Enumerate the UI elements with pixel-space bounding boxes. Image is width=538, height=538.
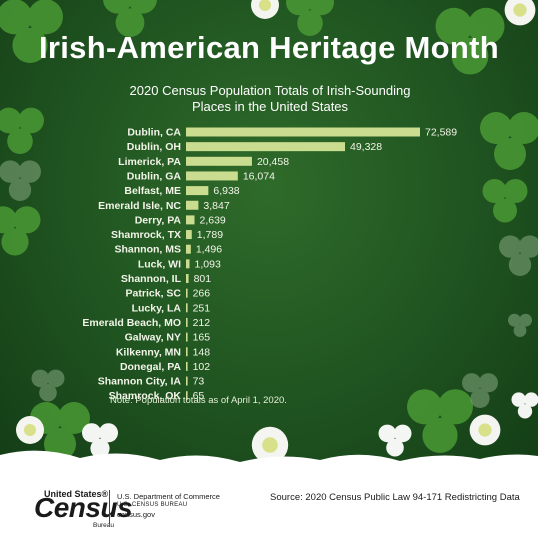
value-label: 65 (193, 390, 205, 402)
bureau-name: U.S. CENSUS BUREAU (117, 502, 188, 508)
category-label: Derry, PA (135, 214, 182, 226)
value-label: 212 (193, 317, 211, 329)
census-logo[interactable]: Census (34, 492, 133, 523)
bar-chart: Dublin, CA 72,589 Dublin, OH 49,328 Limerick… (82, 127, 457, 403)
value-label: 266 (193, 288, 211, 300)
bar (186, 274, 189, 283)
category-label: Luck, WI (138, 258, 181, 270)
bar (186, 391, 188, 401)
value-label: 20,458 (257, 156, 289, 168)
category-label: Dublin, OH (127, 141, 181, 153)
bar (186, 347, 188, 357)
value-label: 49,328 (350, 141, 382, 153)
bar (186, 288, 188, 298)
logo-divider (109, 490, 110, 524)
value-label: 102 (193, 361, 211, 373)
category-label: Kilkenny, MN (116, 346, 181, 358)
green-background-panel: Irish-American Heritage Month 2020 Censu… (0, 0, 538, 470)
bar (186, 332, 188, 342)
bar (186, 361, 188, 371)
category-label: Donegal, PA (120, 361, 181, 373)
logo-united-states-text: United States® (44, 489, 109, 499)
category-label: Shannon, MS (115, 244, 182, 256)
category-label: Belfast, ME (124, 185, 181, 197)
value-label: 165 (193, 332, 211, 344)
bar (186, 215, 195, 225)
category-label: Emerald Beach, MO (82, 317, 181, 329)
value-label: 1,496 (196, 244, 222, 256)
clover-decoration-icon (0, 0, 538, 464)
department-name: U.S. Department of Commerce (117, 492, 220, 501)
source-text: Source: 2020 Census Public Law 94-171 Re… (270, 492, 520, 503)
bar (186, 127, 420, 137)
value-label: 251 (193, 302, 211, 314)
website-link[interactable]: census.gov (117, 510, 155, 519)
category-label: Shannon City, IA (98, 376, 182, 388)
logo-bureau-text: Bureau (93, 522, 114, 529)
bar (186, 376, 188, 386)
category-label: Lucky, LA (132, 302, 182, 314)
value-label: 6,938 (213, 185, 239, 197)
bar (186, 317, 188, 327)
value-label: 148 (193, 346, 211, 358)
page-title: Irish-American Heritage Month (38, 30, 499, 65)
value-label: 3,847 (203, 200, 229, 212)
category-label: Shamrock, TX (111, 229, 181, 241)
value-label: 72,589 (425, 127, 457, 139)
bar (186, 230, 192, 240)
category-label: Patrick, SC (126, 288, 182, 300)
chart-subtitle: 2020 Census Population Totals of Irish-S… (129, 83, 411, 114)
category-label: Limerick, PA (118, 156, 181, 168)
category-label: Emerald Isle, NC (98, 200, 181, 212)
category-label: Shannon, IL (121, 273, 182, 285)
bar (186, 142, 346, 152)
value-label: 2,639 (200, 214, 226, 226)
value-label: 1,093 (195, 258, 221, 270)
value-label: 801 (194, 273, 212, 285)
value-label: 1,789 (197, 229, 223, 241)
bar (186, 303, 188, 313)
category-label: Dublin, GA (127, 170, 182, 182)
value-label: 16,074 (243, 170, 275, 182)
bar (186, 186, 209, 196)
chart-note: Note: Population totals as of April 1, 2… (110, 395, 287, 406)
bar (186, 244, 191, 254)
footer (0, 470, 538, 538)
category-label: Dublin, CA (127, 127, 181, 139)
bar (186, 156, 252, 166)
bar (186, 259, 190, 269)
category-label: Shamrock, OK (109, 390, 182, 402)
bar (186, 171, 238, 181)
bar (186, 200, 199, 210)
value-label: 73 (193, 376, 205, 388)
category-label: Galway, NY (125, 332, 181, 344)
